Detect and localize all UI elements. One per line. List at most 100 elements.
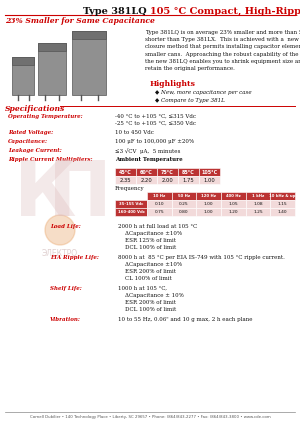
Bar xyxy=(72,31,106,39)
Bar xyxy=(38,43,66,51)
Text: Ambient Temperature: Ambient Temperature xyxy=(115,157,183,162)
Text: shorter than Type 381LX.  This is achieved with a  new can: shorter than Type 381LX. This is achieve… xyxy=(145,37,300,42)
Text: Leakage Current:: Leakage Current: xyxy=(8,148,62,153)
Bar xyxy=(115,200,147,208)
Circle shape xyxy=(45,215,75,245)
Text: smaller cans.  Approaching the robust capability of the 381L: smaller cans. Approaching the robust cap… xyxy=(145,51,300,57)
Text: 45°C: 45°C xyxy=(119,170,132,175)
Text: Type 381LQ is on average 23% smaller and more than 5 mm: Type 381LQ is on average 23% smaller and… xyxy=(145,30,300,35)
Text: DCL 100% of limit: DCL 100% of limit xyxy=(118,245,176,250)
Text: 105 °C Compact, High-Ripple Snap-in: 105 °C Compact, High-Ripple Snap-in xyxy=(150,7,300,16)
Text: -25 °C to +105 °C, ≤350 Vdc: -25 °C to +105 °C, ≤350 Vdc xyxy=(115,121,196,126)
Bar xyxy=(221,200,246,208)
Text: Rated Voltage:: Rated Voltage: xyxy=(8,130,53,135)
Text: 100 μF to 100,000 μF ±20%: 100 μF to 100,000 μF ±20% xyxy=(115,139,194,144)
Text: 105°C: 105°C xyxy=(201,170,218,175)
Bar xyxy=(12,57,34,65)
Text: DCL 100% of limit: DCL 100% of limit xyxy=(118,307,176,312)
Text: 1.08: 1.08 xyxy=(253,202,263,206)
Bar xyxy=(196,200,221,208)
Text: 0.25: 0.25 xyxy=(179,202,189,206)
Text: ΔCapacitance ±10%: ΔCapacitance ±10% xyxy=(118,262,182,267)
Bar xyxy=(147,200,172,208)
Text: -40 °C to +105 °C, ≤315 Vdc: -40 °C to +105 °C, ≤315 Vdc xyxy=(115,114,196,119)
Text: 1.15: 1.15 xyxy=(278,202,287,206)
Text: Highlights: Highlights xyxy=(150,80,196,88)
Bar xyxy=(199,168,220,176)
Text: ΔCapacitance ±10%: ΔCapacitance ±10% xyxy=(118,231,182,236)
Bar xyxy=(199,176,220,184)
Text: 1.00: 1.00 xyxy=(204,202,214,206)
Text: ΔCapacitance ± 10%: ΔCapacitance ± 10% xyxy=(118,293,184,298)
Text: 10 to 55 Hz, 0.06" and 10 g max, 2 h each plane: 10 to 55 Hz, 0.06" and 10 g max, 2 h eac… xyxy=(118,317,253,322)
Text: 2.35: 2.35 xyxy=(120,178,131,182)
Text: Operating Temperature:: Operating Temperature: xyxy=(8,114,82,119)
Bar xyxy=(172,208,196,216)
Bar xyxy=(115,176,136,184)
Text: 0.75: 0.75 xyxy=(154,210,164,214)
Text: Shelf Life:: Shelf Life: xyxy=(50,286,82,291)
Bar xyxy=(147,208,172,216)
Text: ЭЛЕКТРО: ЭЛЕКТРО xyxy=(42,249,78,258)
Bar xyxy=(115,208,147,216)
Text: EIA Ripple Life:: EIA Ripple Life: xyxy=(50,255,99,260)
Text: 35-155 Vdc: 35-155 Vdc xyxy=(119,202,143,206)
Bar xyxy=(246,200,270,208)
Text: 1.25: 1.25 xyxy=(253,210,263,214)
Bar xyxy=(136,176,157,184)
Text: 0.10: 0.10 xyxy=(154,202,164,206)
Bar xyxy=(178,168,199,176)
Text: CL 100% of limit: CL 100% of limit xyxy=(118,276,172,281)
Text: 75°C: 75°C xyxy=(161,170,174,175)
Bar xyxy=(270,208,295,216)
Bar xyxy=(221,192,246,200)
Text: Capacitance:: Capacitance: xyxy=(8,139,48,144)
Text: 1 kHz: 1 kHz xyxy=(252,194,264,198)
Text: 1.05: 1.05 xyxy=(229,202,238,206)
Text: 1.00: 1.00 xyxy=(204,210,214,214)
Text: 2.00: 2.00 xyxy=(162,178,173,182)
Bar xyxy=(115,168,136,176)
Bar xyxy=(157,176,178,184)
Text: retain the original performance.: retain the original performance. xyxy=(145,66,235,71)
Bar xyxy=(270,200,295,208)
Text: 120 Hz: 120 Hz xyxy=(201,194,216,198)
Bar xyxy=(136,168,157,176)
Text: closure method that permits installing capacitor elements into: closure method that permits installing c… xyxy=(145,44,300,49)
Text: 23% Smaller for Same Capacitance: 23% Smaller for Same Capacitance xyxy=(5,17,155,25)
Text: ESR 200% of limit: ESR 200% of limit xyxy=(118,300,176,305)
Text: 0.80: 0.80 xyxy=(179,210,189,214)
Bar xyxy=(172,200,196,208)
Text: Vibration:: Vibration: xyxy=(50,317,81,322)
Text: 400 Hz: 400 Hz xyxy=(226,194,241,198)
Text: 85°C: 85°C xyxy=(182,170,195,175)
Text: 160-400 Vdc: 160-400 Vdc xyxy=(118,210,145,214)
Bar xyxy=(270,192,295,200)
Bar xyxy=(147,192,172,200)
Text: ≤3 √CV  μA,  5 minutes: ≤3 √CV μA, 5 minutes xyxy=(115,148,180,154)
Text: 1000 h at 105 °C,: 1000 h at 105 °C, xyxy=(118,286,167,291)
Bar xyxy=(221,208,246,216)
Text: Frequency: Frequency xyxy=(115,186,145,191)
Text: 10 Hz: 10 Hz xyxy=(153,194,166,198)
Text: П: П xyxy=(48,158,112,232)
Bar xyxy=(12,57,34,95)
Text: К: К xyxy=(14,158,76,232)
Bar xyxy=(72,31,106,95)
Text: ◆ Compare to Type 381L: ◆ Compare to Type 381L xyxy=(155,98,225,103)
Text: the new 381LQ enables you to shrink equipment size and: the new 381LQ enables you to shrink equi… xyxy=(145,59,300,64)
Bar xyxy=(38,43,66,95)
Text: ESR 125% of limit: ESR 125% of limit xyxy=(118,238,176,243)
Text: 1.00: 1.00 xyxy=(204,178,215,182)
Text: 8000 h at  85 °C per EIA IS-749 with 105 °C ripple current.: 8000 h at 85 °C per EIA IS-749 with 105 … xyxy=(118,255,285,260)
Text: 1.20: 1.20 xyxy=(229,210,238,214)
Text: Ripple Current Multipliers:: Ripple Current Multipliers: xyxy=(8,157,92,162)
Bar xyxy=(246,192,270,200)
Text: Type 381LQ: Type 381LQ xyxy=(83,7,150,16)
Text: 50 Hz: 50 Hz xyxy=(178,194,190,198)
Text: 60°C: 60°C xyxy=(140,170,153,175)
Text: Load Life:: Load Life: xyxy=(50,224,81,229)
Bar xyxy=(196,208,221,216)
Text: 1.40: 1.40 xyxy=(278,210,287,214)
Bar xyxy=(172,192,196,200)
